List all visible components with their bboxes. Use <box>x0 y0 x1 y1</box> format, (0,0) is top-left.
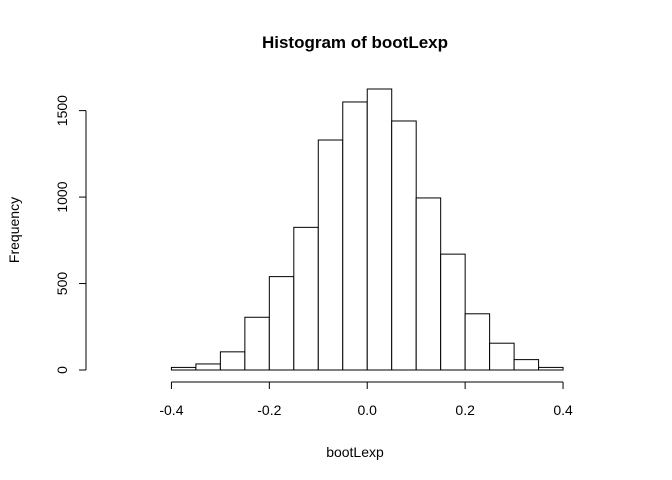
x-tick-label: -0.4 <box>159 402 183 418</box>
histogram-bar <box>342 101 368 371</box>
histogram-bar <box>366 88 393 371</box>
y-axis-label: Frequency <box>6 197 22 263</box>
histogram-bar <box>244 316 270 371</box>
histogram-bar <box>317 139 344 371</box>
x-tick-label: 0.2 <box>455 402 475 418</box>
histogram-bars <box>170 88 564 371</box>
histogram-bar <box>268 276 295 371</box>
y-tick-label: 1500 <box>54 95 70 126</box>
x-axis: -0.4 -0.2 0.0 0.2 0.4 <box>159 381 573 418</box>
histogram-bar <box>440 253 466 371</box>
histogram-bar <box>415 197 442 371</box>
chart-title: Histogram of bootLexp <box>262 33 448 52</box>
y-tick-label: 1000 <box>54 181 70 212</box>
y-axis: 0 500 1000 1500 <box>54 95 87 374</box>
histogram-bar <box>513 359 540 371</box>
histogram-bar <box>170 366 197 371</box>
y-tick-label: 0 <box>54 366 70 374</box>
x-tick-label: 0.4 <box>553 402 573 418</box>
x-tick-label: 0.0 <box>358 402 378 418</box>
histogram-bar <box>195 363 221 371</box>
histogram-bar <box>293 226 319 371</box>
y-tick-label: 500 <box>54 272 70 296</box>
histogram-bar <box>538 366 564 371</box>
histogram-bar <box>489 342 515 371</box>
histogram-bar <box>391 120 417 371</box>
x-axis-label: bootLexp <box>326 444 384 460</box>
histogram-bar <box>219 351 246 371</box>
histogram-bar <box>464 313 491 371</box>
x-tick-label: -0.2 <box>257 402 281 418</box>
